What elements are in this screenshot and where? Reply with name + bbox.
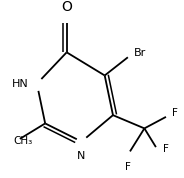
Text: O: O [61,0,72,14]
Text: Br: Br [134,48,146,58]
Text: HN: HN [12,79,29,89]
Text: F: F [163,144,169,154]
Text: CH₃: CH₃ [13,136,32,146]
Text: N: N [77,151,86,161]
Text: F: F [172,108,178,118]
Text: F: F [125,162,131,172]
